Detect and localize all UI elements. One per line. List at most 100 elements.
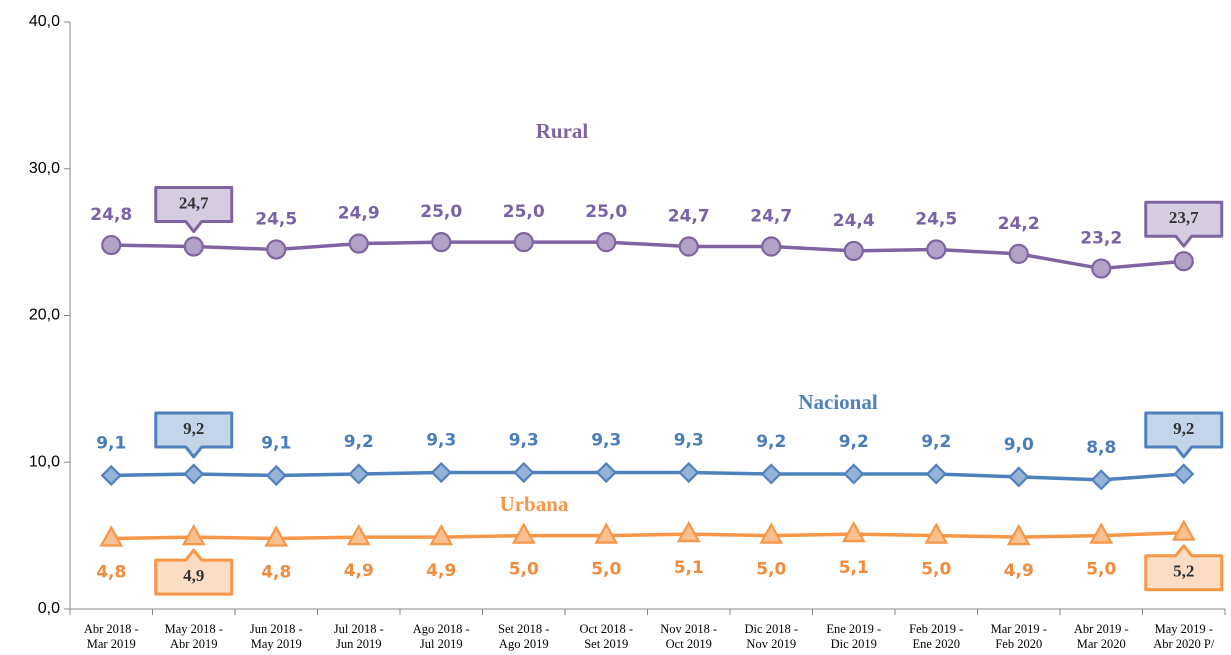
data-label: 9,2 bbox=[183, 419, 204, 438]
marker bbox=[348, 463, 370, 485]
marker bbox=[760, 463, 782, 485]
marker bbox=[761, 236, 782, 257]
data-label: 25,0 bbox=[420, 202, 462, 222]
data-label: 9,2 bbox=[839, 432, 869, 452]
marker bbox=[1173, 251, 1194, 272]
marker bbox=[181, 523, 206, 546]
marker bbox=[843, 463, 865, 485]
marker bbox=[926, 239, 947, 260]
data-label: 5,1 bbox=[839, 558, 869, 578]
marker bbox=[429, 523, 454, 546]
marker bbox=[1008, 466, 1030, 488]
marker bbox=[99, 525, 124, 547]
data-label: 24,7 bbox=[750, 207, 792, 227]
x-tick-label: Ago 2018 - Jul 2019 bbox=[412, 622, 470, 651]
series-name: Rural bbox=[536, 119, 589, 143]
data-label: 4,8 bbox=[261, 563, 291, 583]
x-tick-label: Mar 2019 - Feb 2020 bbox=[990, 622, 1047, 651]
callout-box bbox=[1144, 200, 1224, 248]
data-label: 25,0 bbox=[585, 202, 627, 222]
marker bbox=[348, 233, 369, 254]
series-line bbox=[111, 240, 1184, 271]
data-label: 9,1 bbox=[261, 433, 291, 453]
callout-box bbox=[154, 548, 234, 596]
marker bbox=[431, 232, 452, 253]
y-tick-label: 10,0 bbox=[29, 453, 60, 470]
data-label: 5,2 bbox=[1173, 562, 1194, 581]
data-label: 23,2 bbox=[1080, 229, 1122, 249]
data-label: 9,3 bbox=[591, 431, 621, 451]
data-label: 9,2 bbox=[344, 432, 374, 452]
x-tick-label: Nov 2018 - Oct 2019 bbox=[660, 622, 718, 651]
marker bbox=[676, 520, 701, 543]
marker bbox=[183, 463, 205, 485]
y-tick-label: 30,0 bbox=[29, 160, 60, 177]
y-tick-label: 0,0 bbox=[38, 600, 60, 617]
data-label: 5,0 bbox=[509, 560, 539, 580]
marker bbox=[596, 232, 617, 253]
data-label: 9,2 bbox=[1173, 419, 1194, 438]
marker bbox=[925, 463, 947, 485]
marker bbox=[513, 461, 535, 484]
marker bbox=[924, 522, 949, 544]
marker bbox=[264, 525, 289, 547]
data-label: 5,0 bbox=[921, 560, 951, 580]
data-label: 5,0 bbox=[591, 560, 621, 580]
marker bbox=[1006, 523, 1031, 546]
data-label: 4,8 bbox=[96, 563, 126, 583]
marker bbox=[101, 234, 122, 256]
marker bbox=[513, 232, 534, 253]
marker bbox=[511, 522, 536, 544]
data-label: 9,3 bbox=[509, 431, 539, 451]
marker bbox=[1091, 258, 1112, 279]
data-label: 25,0 bbox=[503, 202, 545, 222]
data-label: 9,2 bbox=[921, 432, 951, 452]
marker bbox=[1089, 522, 1114, 544]
data-label: 24,7 bbox=[668, 207, 710, 227]
data-label: 24,5 bbox=[255, 209, 297, 229]
data-label: 23,7 bbox=[1169, 208, 1199, 227]
data-label: 4,9 bbox=[426, 561, 456, 581]
marker bbox=[1008, 243, 1029, 264]
data-label: 9,3 bbox=[674, 431, 704, 451]
marker bbox=[759, 522, 784, 544]
marker bbox=[678, 236, 699, 257]
y-tick-label: 20,0 bbox=[29, 307, 60, 324]
data-label: 24,2 bbox=[998, 214, 1040, 234]
data-label: 9,2 bbox=[756, 432, 786, 452]
data-label: 24,9 bbox=[338, 204, 380, 224]
marker bbox=[266, 239, 287, 260]
data-label: 5,0 bbox=[756, 560, 786, 580]
data-label: 8,8 bbox=[1086, 438, 1116, 458]
data-label: 9,1 bbox=[96, 433, 126, 453]
marker bbox=[678, 461, 700, 484]
marker bbox=[346, 523, 371, 546]
x-tick-label: Dic 2018 - Nov 2019 bbox=[744, 622, 798, 651]
data-label: 4,9 bbox=[1004, 561, 1034, 581]
data-label: 9,0 bbox=[1004, 435, 1034, 455]
data-label: 5,0 bbox=[1086, 560, 1116, 580]
marker bbox=[843, 240, 864, 262]
callout-box bbox=[1144, 544, 1224, 592]
marker bbox=[594, 522, 619, 544]
marker bbox=[265, 464, 287, 487]
x-tick-label: Abr 2018 - Mar 2019 bbox=[83, 622, 139, 651]
series-name: Nacional bbox=[798, 390, 878, 414]
x-tick-label: Oct 2018 - Set 2019 bbox=[579, 622, 633, 651]
marker bbox=[430, 461, 452, 484]
marker bbox=[1090, 469, 1112, 491]
x-tick-label: Jul 2018 - Jun 2019 bbox=[333, 622, 384, 651]
data-label: 24,7 bbox=[179, 193, 209, 212]
x-tick-label: May 2018 - Abr 2019 bbox=[164, 622, 223, 651]
series-line bbox=[111, 530, 1184, 541]
marker bbox=[1173, 463, 1195, 485]
data-label: 24,8 bbox=[90, 205, 132, 225]
marker bbox=[100, 464, 122, 487]
callout-box bbox=[1144, 411, 1224, 459]
x-tick-label: Ene 2019 - Dic 2019 bbox=[826, 622, 882, 651]
callout-box bbox=[154, 186, 234, 234]
x-tick-label: Abr 2019 - Mar 2020 bbox=[1073, 622, 1129, 651]
x-tick-label: Jun 2018 - May 2019 bbox=[249, 622, 303, 651]
